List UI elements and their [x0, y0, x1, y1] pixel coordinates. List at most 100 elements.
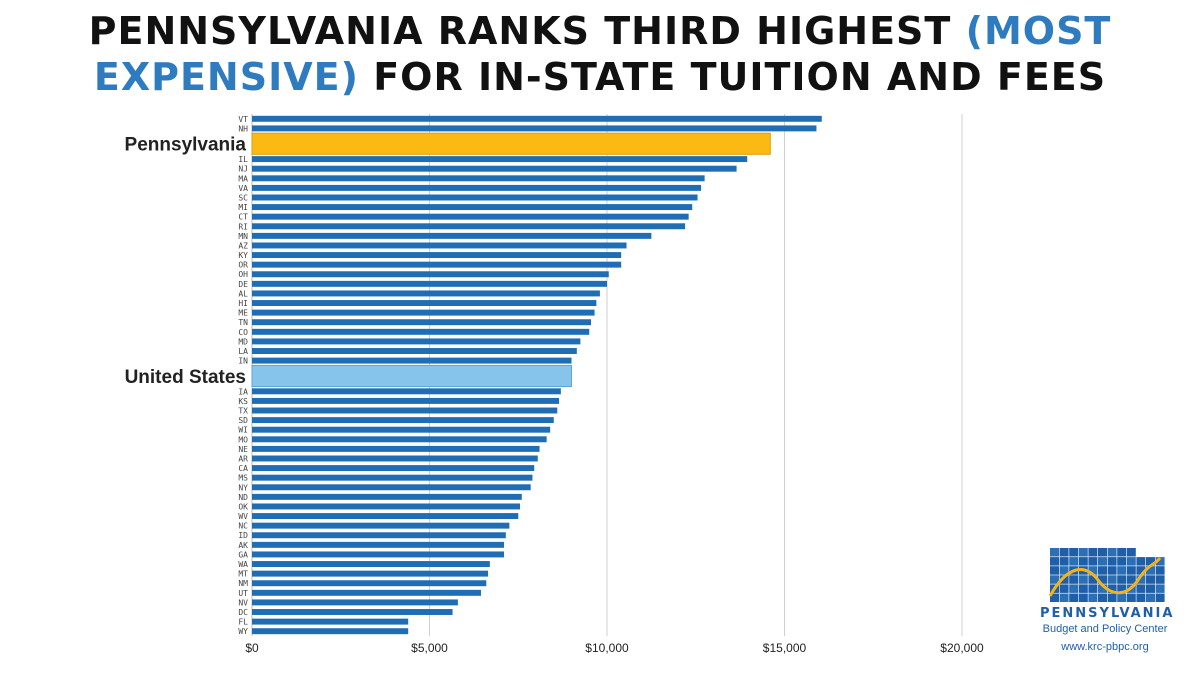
- logo-tile: [1069, 557, 1079, 566]
- logo-tile: [1069, 575, 1079, 584]
- category-label: SD: [238, 416, 248, 425]
- bar-ks: [252, 397, 560, 404]
- bar-az: [252, 242, 627, 249]
- bar-la: [252, 348, 577, 354]
- bar-id: [252, 532, 506, 539]
- bar-sd: [252, 417, 554, 424]
- category-label: LA: [238, 347, 248, 356]
- bar-va: [252, 184, 702, 191]
- category-label: VA: [238, 184, 248, 193]
- bar-tx: [252, 407, 558, 414]
- bar-nh: [252, 125, 817, 132]
- category-label: NJ: [238, 165, 248, 174]
- category-label: TX: [238, 407, 248, 416]
- bar-sc: [252, 194, 698, 201]
- bar-me: [252, 309, 595, 316]
- category-label: GA: [238, 550, 248, 559]
- bar-or: [252, 261, 622, 268]
- logo-tile: [1117, 566, 1127, 575]
- category-label: NC: [238, 522, 248, 531]
- bar-ia: [252, 388, 561, 395]
- bar-al: [252, 290, 600, 297]
- pennsylvania-map-icon: [1048, 548, 1165, 602]
- logo-tile: [1059, 557, 1069, 566]
- logo-tile: [1050, 566, 1059, 575]
- bar-ms: [252, 474, 533, 481]
- logo-tile: [1107, 566, 1117, 575]
- logo-tile: [1117, 575, 1127, 584]
- category-label: NV: [238, 598, 248, 607]
- bar-ok: [252, 503, 521, 510]
- category-label: IA: [238, 387, 248, 396]
- category-label: RI: [238, 222, 248, 231]
- logo-tile: [1107, 548, 1117, 557]
- category-label: WV: [238, 512, 248, 521]
- x-tick-label: $0: [245, 641, 259, 655]
- logo-tile: [1059, 575, 1069, 584]
- logo-tile: [1088, 557, 1098, 566]
- bar-ri: [252, 223, 686, 230]
- logo-subtitle: Budget and Policy Center: [1042, 623, 1168, 635]
- title-highlight-1: (MOST: [965, 9, 1112, 53]
- category-label: NH: [238, 124, 248, 133]
- logo-tile: [1098, 593, 1107, 602]
- category-label: DC: [238, 608, 248, 617]
- logo-tile: [1155, 593, 1165, 602]
- category-label: DE: [238, 280, 248, 289]
- x-tick-label: $10,000: [585, 641, 629, 655]
- bar-md: [252, 338, 581, 345]
- bar-fl: [252, 618, 409, 625]
- logo-tile: [1098, 584, 1107, 593]
- bar-tn: [252, 319, 592, 326]
- logo-tile: [1050, 575, 1059, 584]
- logo-tile: [1098, 575, 1107, 584]
- category-label: SC: [238, 193, 248, 202]
- bar-ky: [252, 252, 622, 259]
- bar-nm: [252, 580, 487, 587]
- logo-tile: [1050, 557, 1059, 566]
- category-label: NM: [238, 579, 248, 588]
- logo-tile: [1078, 557, 1088, 566]
- logo-tile: [1136, 566, 1146, 575]
- category-label: OR: [238, 261, 248, 270]
- category-label: MD: [238, 337, 248, 346]
- bar-ca: [252, 465, 535, 472]
- logo-tile: [1155, 566, 1165, 575]
- logo-tile: [1146, 566, 1155, 575]
- bar-ar: [252, 455, 538, 462]
- category-label: KY: [238, 251, 248, 260]
- logo-tile: [1078, 575, 1088, 584]
- category-label: ND: [238, 493, 248, 502]
- bar-us: [251, 364, 572, 388]
- logo-name: PENNSYLVANIA: [1040, 606, 1175, 621]
- logo-tile: [1059, 548, 1069, 557]
- logo-tile: [1117, 548, 1127, 557]
- category-label: CA: [238, 464, 248, 473]
- category-label: WY: [238, 627, 248, 636]
- category-label: UT: [238, 589, 248, 598]
- logo-url[interactable]: www.krc-pbpc.org: [1061, 641, 1149, 653]
- x-tick-label: $15,000: [763, 641, 807, 655]
- title-part-2: FOR IN-STATE TUITION AND FEES: [373, 55, 1107, 99]
- logo-tile: [1146, 557, 1155, 566]
- logo-tile: [1088, 566, 1098, 575]
- logo-tile: [1088, 548, 1098, 557]
- bar-ma: [252, 175, 705, 182]
- bar-ct: [252, 213, 689, 220]
- logo-tile: [1155, 557, 1165, 566]
- bar-nd: [252, 493, 522, 500]
- logo-tile: [1107, 575, 1117, 584]
- x-tick-label: $5,000: [411, 641, 448, 655]
- category-label: IN: [238, 357, 248, 366]
- logo-tile: [1126, 548, 1136, 557]
- bar-vt: [252, 115, 822, 122]
- category-label: FL: [238, 618, 248, 627]
- category-label: TN: [238, 318, 248, 327]
- bar-dc: [252, 609, 453, 615]
- logo-tile: [1117, 557, 1127, 566]
- category-label: MI: [238, 203, 248, 212]
- bar-ny: [252, 484, 531, 491]
- category-label: NE: [238, 445, 248, 454]
- category-label: AR: [238, 454, 248, 463]
